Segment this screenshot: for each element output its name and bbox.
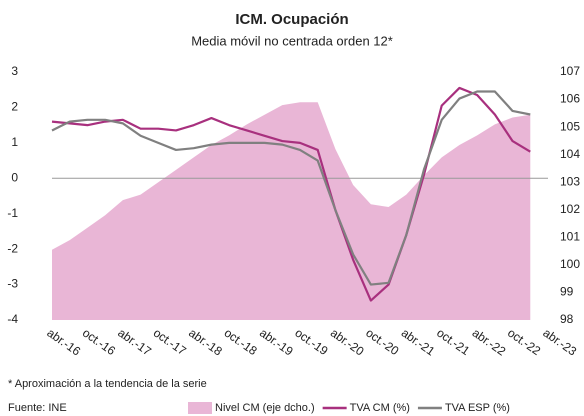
y2-tick-label: 98 (560, 312, 574, 326)
x-tick-label: abr.-16 (44, 326, 83, 359)
y2-tick-label: 106 (560, 92, 580, 106)
legend-label: Nivel CM (eje dcho.) (215, 402, 315, 414)
area (52, 102, 531, 320)
x-tick-label: oct.-20 (363, 326, 401, 359)
legend-label: TVA CM (%) (350, 402, 410, 414)
x-tick-label: oct.-18 (222, 326, 260, 359)
x-tick-label: abr.-23 (540, 326, 579, 359)
y-tick-label: -1 (7, 206, 18, 220)
legend-swatch (188, 402, 212, 414)
legend-label: TVA ESP (%) (445, 402, 510, 414)
x-tick-label: abr.-21 (399, 326, 438, 359)
y2-tick-label: 103 (560, 174, 580, 188)
line (51, 86, 531, 302)
y2-tick-label: 99 (560, 285, 574, 299)
y2-tick-label: 105 (560, 119, 580, 133)
plot (51, 86, 548, 320)
y-tick-label: -2 (7, 241, 18, 255)
y-tick-label: 2 (11, 100, 18, 114)
y-tick-label: 3 (11, 64, 18, 78)
x-tick-label: abr.-22 (470, 326, 509, 359)
note: * Aproximación a la tendencia de la seri… (8, 378, 207, 390)
x-tick-label: oct.-19 (292, 326, 330, 359)
x-tick-label: abr.-19 (257, 326, 296, 359)
x-tick-label: abr.-17 (115, 326, 154, 359)
x-tick-label: abr.-20 (328, 326, 367, 359)
line (51, 90, 531, 286)
y-tick-label: 1 (11, 135, 18, 149)
x-tick-label: oct.-22 (505, 326, 543, 359)
chart-title: ICM. Ocupación (235, 11, 348, 28)
y2-tick-label: 101 (560, 230, 580, 244)
y2-tick-label: 107 (560, 64, 580, 78)
y-tick-label: -4 (7, 312, 18, 326)
x-tick-label: oct.-21 (434, 326, 472, 359)
x-tick-label: oct.-17 (151, 326, 189, 359)
y2-tick-label: 100 (560, 257, 580, 271)
y2-tick-label: 104 (560, 147, 580, 161)
y-tick-label: 0 (11, 170, 18, 184)
source: Fuente: INE (8, 402, 67, 414)
chart-subtitle: Media móvil no centrada orden 12* (191, 33, 393, 48)
y-tick-label: -3 (7, 277, 18, 291)
x-tick-label: abr.-18 (186, 326, 225, 359)
x-tick-label: oct.-16 (80, 326, 118, 359)
y2-tick-label: 102 (560, 202, 580, 216)
